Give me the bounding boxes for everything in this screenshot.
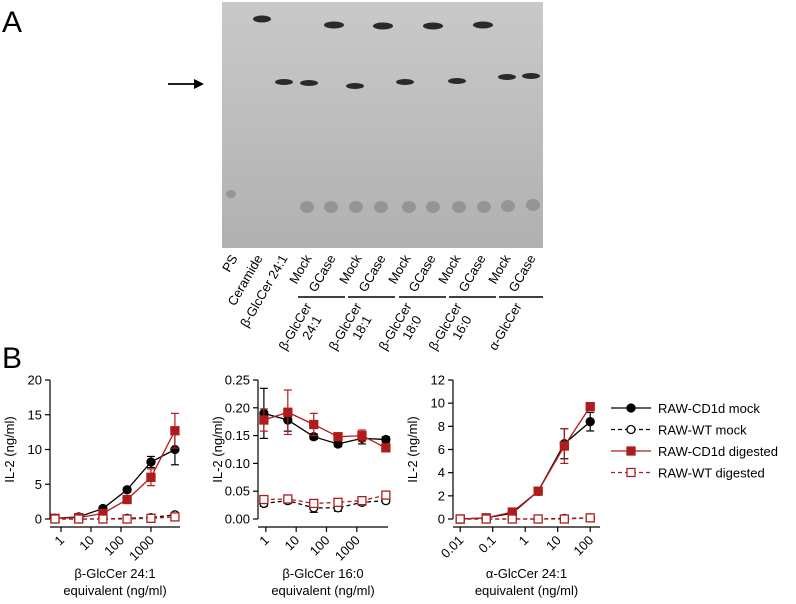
y-tick-label: 20	[28, 373, 42, 388]
data-point	[481, 514, 491, 524]
legend-marker	[626, 446, 636, 456]
series-line	[54, 448, 176, 519]
group-label: α-GlcCer	[485, 299, 524, 352]
legend-label: RAW-WT digested	[658, 466, 765, 481]
series-line	[54, 430, 176, 519]
lane-label: PS	[219, 252, 241, 275]
data-point	[259, 494, 269, 505]
data-point	[50, 514, 60, 524]
legend-marker	[626, 424, 636, 435]
x-tick-label: 10	[543, 533, 564, 554]
x-axis-label: β-GlcCer 16:0	[282, 566, 363, 581]
y-tick-label: 5	[35, 477, 42, 492]
y-tick-label: 12	[431, 373, 445, 388]
y-tick-label: 0.25	[225, 373, 250, 388]
y-tick-label: 0.00	[225, 512, 250, 527]
data-point	[455, 514, 465, 524]
x-tick-label: 100	[307, 533, 333, 559]
data-point	[122, 514, 132, 524]
x-tick-label: 100	[570, 533, 596, 559]
legend-label: RAW-WT mock	[658, 423, 747, 438]
y-tick-label: 0.20	[225, 400, 250, 415]
data-point	[146, 513, 156, 523]
data-point	[559, 441, 569, 451]
x-tick-label: 1000	[126, 533, 157, 564]
data-point	[309, 498, 319, 509]
y-tick-label: 0.05	[225, 484, 250, 499]
arrow	[168, 79, 204, 89]
y-axis-label: IL-2 (ng/ml)	[405, 416, 420, 482]
x-axis-label: α-GlcCer 24:1	[486, 566, 567, 581]
panel-label: A	[2, 6, 22, 39]
data-point	[98, 514, 108, 524]
data-point	[122, 485, 132, 495]
data-point	[333, 432, 343, 442]
data-point	[170, 512, 180, 522]
data-point	[333, 497, 343, 507]
data-point	[259, 415, 269, 425]
legend-label: RAW-CD1d mock	[658, 401, 760, 416]
series-line	[263, 412, 386, 445]
y-tick-label: 10	[28, 442, 42, 457]
y-axis-label: IL-2 (ng/ml)	[210, 416, 225, 482]
y-tick-label: 6	[438, 442, 445, 457]
x-tick-label: 1000	[332, 533, 363, 564]
x-axis-label: equivalent (ng/ml)	[475, 583, 578, 598]
y-tick-label: 0	[438, 512, 445, 527]
y-tick-label: 0.15	[225, 428, 250, 443]
data-point	[357, 430, 367, 441]
x-tick-label: 1	[256, 533, 272, 549]
y-axis-label: IL-2 (ng/ml)	[2, 416, 17, 482]
series-line	[263, 411, 387, 449]
x-tick-label: 10	[76, 533, 97, 554]
data-point	[381, 434, 391, 445]
x-axis-label: equivalent (ng/ml)	[63, 583, 166, 598]
panel-label: B	[2, 342, 22, 375]
data-point	[585, 513, 595, 523]
data-point	[357, 496, 367, 506]
x-tick-label: 0.1	[475, 533, 498, 556]
data-point	[585, 417, 595, 427]
data-point	[283, 494, 293, 504]
y-tick-label: 4	[438, 465, 445, 480]
data-point	[381, 443, 391, 453]
series-line	[263, 499, 386, 509]
tlc-gel	[222, 2, 543, 248]
data-point	[283, 407, 293, 417]
x-tick-label: 0.01	[438, 533, 467, 562]
data-point	[559, 514, 569, 524]
data-point	[146, 472, 156, 482]
data-point	[122, 494, 132, 505]
x-tick-label: 1	[516, 533, 532, 549]
series-line	[460, 406, 591, 520]
y-tick-label: 0.10	[225, 456, 250, 471]
legend-label: RAW-CD1d digested	[658, 444, 778, 459]
data-point	[507, 514, 517, 524]
x-tick-label: 1	[51, 533, 67, 549]
y-tick-label: 10	[431, 396, 445, 411]
data-point	[74, 514, 84, 524]
y-tick-label: 15	[28, 407, 42, 422]
data-point	[585, 401, 595, 412]
data-point	[170, 426, 180, 436]
data-point	[381, 490, 391, 500]
x-axis-label: β-GlcCer 24:1	[74, 566, 155, 581]
y-tick-label: 2	[438, 488, 445, 503]
legend-marker	[626, 403, 636, 413]
x-axis-label: equivalent (ng/ml)	[271, 583, 374, 598]
y-tick-label: 8	[438, 419, 445, 434]
legend-marker	[626, 467, 636, 478]
y-tick-label: 0	[35, 512, 42, 527]
data-point	[146, 457, 156, 467]
x-tick-label: 100	[101, 533, 127, 559]
x-tick-label: 10	[281, 533, 302, 554]
data-point	[533, 514, 543, 524]
data-point	[533, 486, 543, 496]
data-point	[309, 419, 319, 430]
